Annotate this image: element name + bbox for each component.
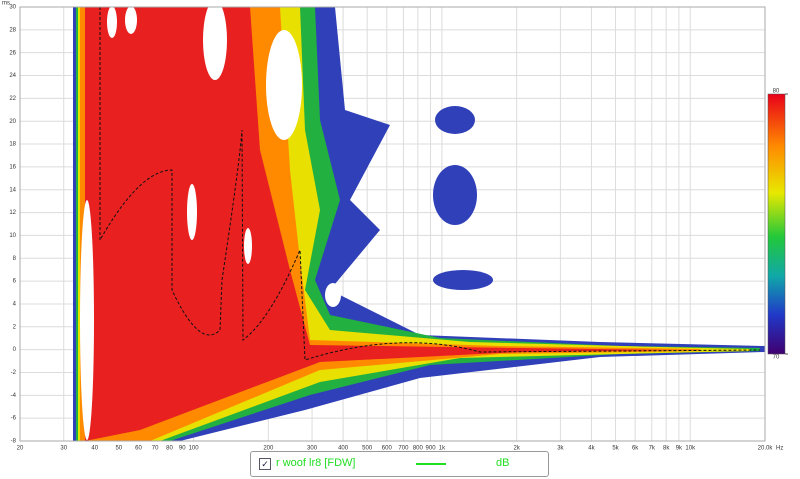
x-tick-label: 7k [649,446,656,450]
x-tick-label: 20.0k [758,446,774,450]
x-tick-label: 50 [115,446,122,450]
x-tick-label: 70 [152,446,159,450]
y-tick-label: 4 [13,302,17,308]
x-tick-label: 700 [398,446,409,450]
x-tick-label: 40 [91,446,98,450]
y-tick-label: 16 [9,164,16,170]
x-tick-label: 60 [135,446,142,450]
x-tick-label: 9k [676,446,683,450]
x-tick-label: 800 [413,446,424,450]
y-tick-label: 24 [9,73,16,79]
legend-line [416,463,446,465]
y-tick-label: -4 [11,393,17,399]
x-tick-label: 5k [612,446,619,450]
plot-frame [19,6,766,442]
colorbar-tick-label: 80 [773,89,780,95]
x-tick-label: 200 [263,446,274,450]
y-tick-label: 18 [9,142,16,148]
y-tick-label: 26 [9,50,16,56]
y-tick-label: -8 [11,439,17,445]
x-tick-label: 500 [362,446,373,450]
x-tick-label: 900 [426,446,437,450]
y-tick-label: 10 [9,233,16,239]
y-tick-label: 22 [9,96,16,102]
y-tick-label: 20 [9,119,16,125]
x-tick-label: 2k [513,446,520,450]
y-tick-label: 30 [9,5,16,11]
y-tick-label: 8 [13,256,17,262]
legend-label: r woof lr8 [FDW] [276,457,356,469]
x-tick-label: 6k [632,446,639,450]
x-tick-label: 20 [17,446,24,450]
x-tick-label: 30 [60,446,67,450]
x-tick-label: 8k [663,446,670,450]
y-tick-label: -6 [11,416,17,422]
x-tick-label: 300 [307,446,318,450]
x-tick-label: 10k [685,446,696,450]
colorbar [767,93,786,355]
chart: ms Hz -8-6-4-202468101214161820222426283… [2,0,788,450]
x-tick-label: 4k [588,446,595,450]
legend-checkbox[interactable]: ✓ [259,458,271,470]
x-tick-label: 400 [338,446,349,450]
y-tick-label: 14 [9,187,16,193]
y-tick-label: 6 [13,279,17,285]
y-tick-label: 2 [13,324,17,330]
y-tick-label: -2 [11,370,17,376]
colorbar-tick-label: 70 [773,355,780,361]
legend-unit: dB [496,457,510,469]
y-tick-label: 0 [13,347,17,353]
x-tick-label: 80 [166,446,173,450]
y-unit: ms [2,1,10,7]
y-tick-label: 28 [9,27,16,33]
x-tick-label: 100 [189,446,200,450]
x-tick-label: 3k [557,446,564,450]
x-tick-label: 90 [179,446,186,450]
legend: ✓ r woof lr8 [FDW] dB [250,451,549,477]
x-tick-label: 1k [439,446,446,450]
heatmap [73,0,765,441]
x-tick-label: 600 [382,446,393,450]
y-tick-label: 12 [9,210,16,216]
x-unit: Hz [776,446,783,450]
